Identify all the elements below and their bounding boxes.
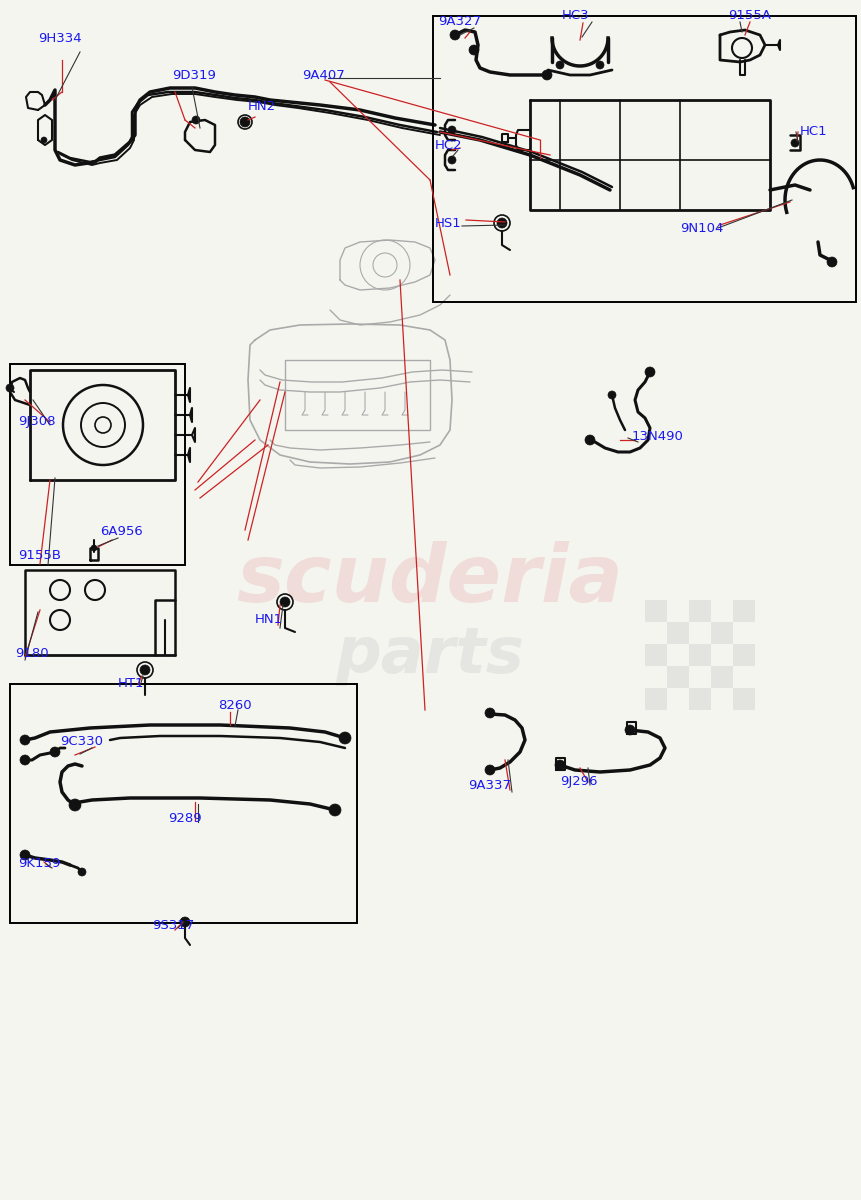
Text: 9289: 9289 [168,812,201,826]
Circle shape [827,257,837,266]
Circle shape [91,545,97,551]
Circle shape [469,44,479,55]
Circle shape [450,30,460,40]
Bar [645,688,667,710]
Text: 9J296: 9J296 [560,775,598,788]
Circle shape [280,596,290,607]
Bar [10,684,357,923]
Bar [433,16,856,302]
Circle shape [608,391,616,398]
Circle shape [20,850,30,860]
Text: HN1: HN1 [255,613,283,626]
Text: 8260: 8260 [218,698,251,712]
Bar [689,600,711,622]
Text: 9A337: 9A337 [468,779,511,792]
Text: 9C330: 9C330 [60,734,103,748]
Text: 9J308: 9J308 [18,415,55,428]
Circle shape [556,61,564,68]
Circle shape [78,868,86,876]
Text: 9155A: 9155A [728,8,771,22]
Bar [733,688,755,710]
Circle shape [20,734,30,745]
Circle shape [339,732,351,744]
Bar [733,600,755,622]
Bar [10,364,185,565]
Circle shape [180,917,190,926]
Text: HS1: HS1 [435,217,461,230]
Bar [711,666,733,688]
Circle shape [555,760,565,770]
Circle shape [645,367,655,377]
Circle shape [140,665,150,674]
Circle shape [585,434,595,445]
Circle shape [192,116,200,124]
Text: 9K159: 9K159 [18,857,60,870]
Circle shape [448,126,456,134]
Circle shape [791,139,799,146]
Text: 9A407: 9A407 [302,68,344,82]
Bar [645,644,667,666]
Circle shape [542,70,552,80]
Circle shape [329,804,341,816]
Text: 13N490: 13N490 [632,430,684,443]
Text: HC3: HC3 [562,8,590,22]
Circle shape [625,725,635,734]
Text: HT1: HT1 [118,677,145,690]
Bar [645,600,667,622]
Circle shape [497,218,507,228]
Bar [733,644,755,666]
Text: 9D319: 9D319 [172,68,216,82]
Circle shape [485,766,495,775]
Text: HN2: HN2 [248,100,276,113]
Circle shape [596,61,604,68]
Text: 9H334: 9H334 [38,32,82,44]
Circle shape [6,384,14,392]
Text: parts: parts [336,624,524,686]
Circle shape [485,708,495,718]
Text: 9155B: 9155B [18,550,61,562]
Circle shape [448,156,456,164]
Text: 9S317: 9S317 [152,919,195,932]
Text: scuderia: scuderia [237,541,623,619]
Text: 6A956: 6A956 [100,526,143,538]
Bar [667,622,689,644]
Bar [689,688,711,710]
Text: 9A327: 9A327 [438,14,481,28]
Text: 9N104: 9N104 [680,222,723,235]
Circle shape [20,755,30,766]
Text: HC2: HC2 [435,139,462,152]
Bar [667,666,689,688]
Text: 9180: 9180 [15,647,48,660]
Circle shape [41,137,47,143]
Bar [711,622,733,644]
Circle shape [69,799,81,811]
Text: HC1: HC1 [800,125,827,138]
Circle shape [50,746,60,757]
Bar [689,644,711,666]
Circle shape [240,116,250,127]
